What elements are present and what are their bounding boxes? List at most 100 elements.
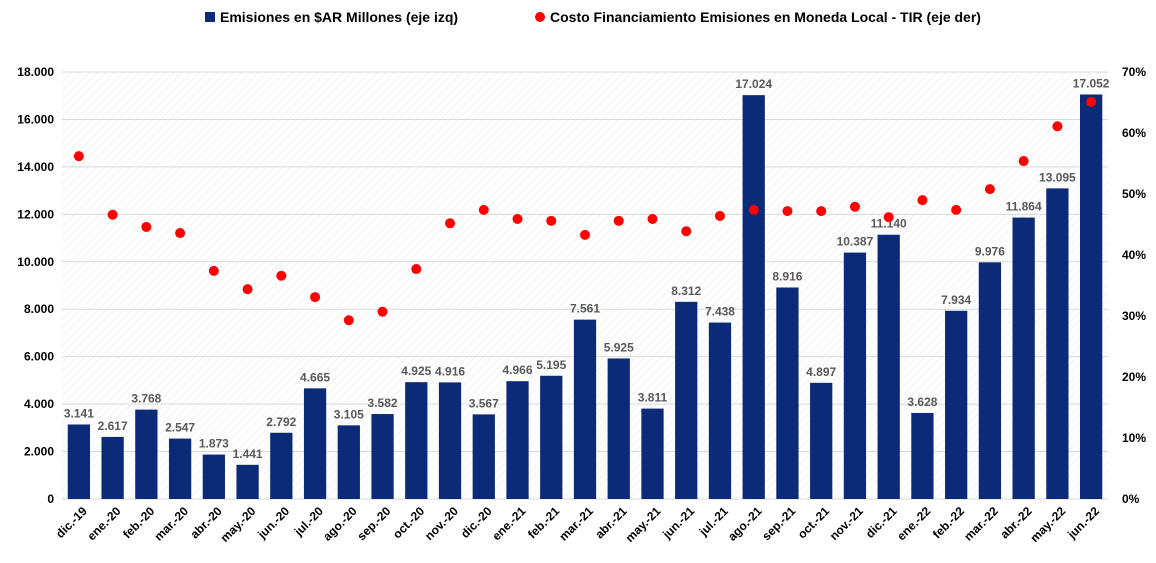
x-tick-label: sep.-21 [759,504,798,543]
data-label: 4.925 [401,364,431,378]
bar [337,425,360,499]
point [681,226,692,237]
bar [675,301,698,499]
bar [506,381,529,499]
bar [67,424,91,499]
point [73,151,84,162]
data-label: 3.582 [368,396,398,410]
data-label: 4.665 [300,370,330,384]
data-label: 11.864 [1006,200,1042,214]
legend-label: Costo Financiamiento Emisiones en Moneda… [550,9,981,25]
legend-swatch [535,12,545,22]
bar [472,414,495,499]
y-tick-label: 6.000 [24,350,54,364]
bar [135,409,158,499]
data-label: 10.387 [837,235,874,249]
x-tick-label: dic.-20 [458,504,495,541]
bar [371,414,394,499]
bar [641,408,664,499]
bar [236,464,259,499]
data-label: 3.105 [334,407,364,421]
point [951,204,962,215]
y-tick-label: 18.000 [17,65,54,79]
y2-tick-label: 40% [1122,248,1146,262]
data-label: 2.617 [98,419,128,433]
data-label: 9.976 [975,244,1005,258]
point [849,201,860,212]
point [647,214,658,225]
bar [742,95,765,499]
point [175,228,186,239]
x-tick-label: jun.-22 [1064,504,1102,542]
y2-tick-label: 10% [1122,431,1146,445]
data-label: 11.140 [871,217,907,231]
point [714,210,725,221]
x-tick-label: jun.-20 [254,504,292,542]
point [816,206,827,217]
x-tick-label: mar.-22 [961,504,1001,544]
y-tick-label: 4.000 [24,397,54,411]
data-label: 5.195 [536,358,566,372]
point [1086,96,1097,107]
bar [945,310,968,499]
data-label: 3.628 [907,395,937,409]
x-tick-label: oct.-20 [390,504,427,541]
point [1052,121,1063,132]
bar [708,322,732,499]
x-tick-label: nov.-20 [422,504,461,543]
bar [843,252,867,499]
legend-swatch [205,12,215,22]
point [748,204,759,215]
bar [202,454,225,499]
bar [573,319,597,499]
bar [877,234,900,500]
point [445,218,456,229]
bar [911,412,934,499]
x-tick-label: feb.-21 [525,504,562,541]
point [208,265,219,276]
x-tick-label: feb.-22 [930,504,967,541]
y-tick-label: 10.000 [17,255,54,269]
data-label: 8.916 [772,269,802,283]
x-tick-label: oct.-21 [795,504,832,541]
point [782,206,793,217]
point [984,184,995,195]
y-tick-label: 8.000 [24,302,54,316]
point [613,215,624,226]
x-tick-label: mar.-21 [556,504,596,544]
data-label: 5.925 [604,340,634,354]
point [411,264,422,275]
data-label: 7.561 [570,302,600,316]
point [242,284,253,295]
x-tick-label: jun.-21 [659,504,697,542]
data-label: 3.567 [469,396,499,410]
point [343,315,354,326]
bar [1046,188,1069,500]
bar [270,432,293,499]
data-label: 4.966 [503,363,533,377]
data-label: 3.141 [64,406,94,420]
legend-label: Emisiones en $AR Millones (eje izq) [220,9,458,25]
data-label: 13.095 [1039,170,1076,184]
bar [776,287,799,499]
point [478,204,489,215]
bar [607,358,630,499]
y2-tick-label: 70% [1122,65,1146,79]
x-tick-label: ago.-20 [320,504,360,544]
bar [303,388,327,499]
data-label: 7.438 [705,305,735,319]
y-tick-label: 2.000 [24,445,54,459]
x-tick-label: ene.-22 [894,504,933,543]
bar [168,438,192,499]
point [377,306,388,317]
bar [1012,217,1035,499]
x-tick-label: ene.-21 [489,504,528,543]
x-tick-label: mar.-20 [151,504,191,544]
bar [540,375,563,499]
data-label: 4.897 [806,365,836,379]
x-tick-label: dic.-19 [53,504,90,541]
x-tick-label: nov.-21 [827,504,866,543]
data-label: 17.052 [1073,76,1110,90]
x-tick-label: sep.-20 [354,504,393,543]
data-label: 4.916 [435,364,465,378]
